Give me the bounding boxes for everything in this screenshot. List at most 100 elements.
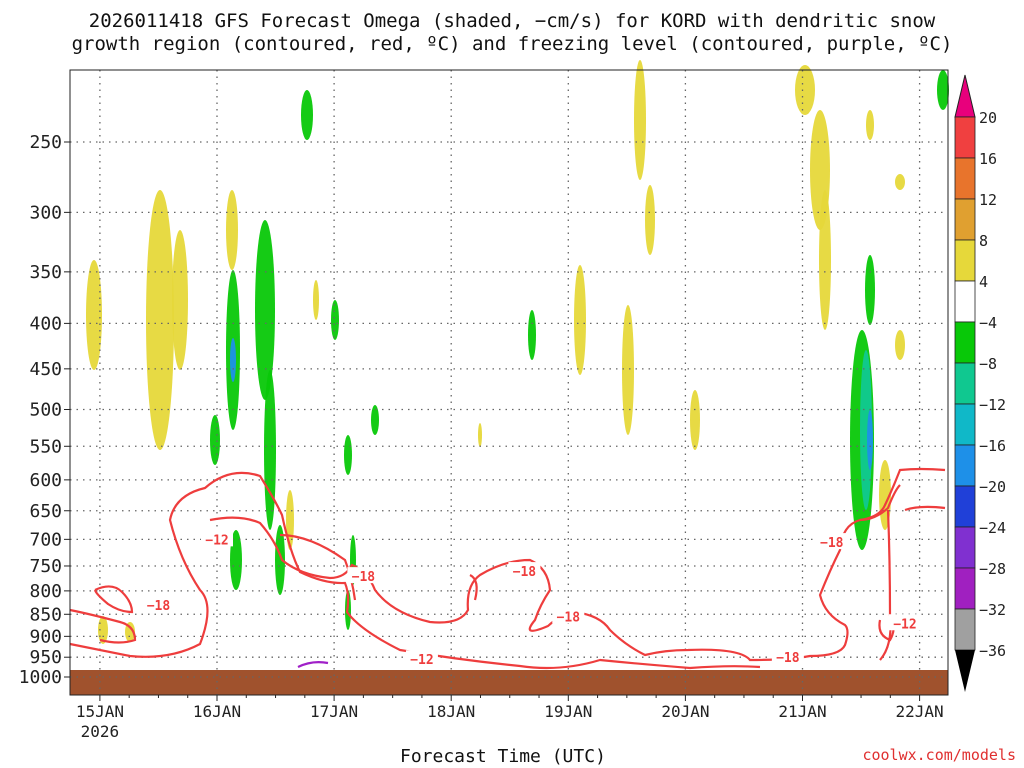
dendritic-growth-contour [469,574,478,601]
x-tick-label: 22JAN [896,702,944,721]
dendritic-growth-contour [859,484,946,661]
omega-shade-region [478,423,482,447]
colorbar-label: −8 [979,355,997,373]
omega-shade-region [301,90,313,140]
omega-shade-region [622,305,634,435]
y-tick-label: 1000 [19,667,62,688]
omega-shade-region [331,300,339,340]
colorbar-swatch [954,608,976,651]
omega-shade-region [255,220,275,400]
colorbar-swatch [954,444,976,487]
x-tick-label: 19JAN [544,702,592,721]
colorbar-top-arrow [954,74,976,118]
colorbar-label: −32 [979,601,1006,619]
omega-shade-region [860,350,872,510]
omega-shade-region [895,174,905,190]
omega-shade-region [275,525,285,595]
omega-shade-region [645,185,655,255]
y-tick-label: 450 [29,359,62,380]
omega-shade-region [574,265,586,375]
ground-surface [70,670,948,695]
x-tick-label: 18JAN [427,702,475,721]
colorbar-swatch [954,239,976,282]
colorbar-swatch [954,321,976,364]
freezing-level-contour [297,661,329,668]
contour-label: −12 [205,533,228,548]
y-tick-label: 900 [29,626,62,647]
omega-shade-region [937,70,949,110]
omega-shade-region [895,330,905,360]
dendritic-growth-contour [209,467,946,662]
dendritic-growth-contour [69,471,761,670]
contour-label-bg [201,530,233,547]
chart-title: 2026011418 GFS Forecast Omega (shaded, −… [88,10,936,32]
y-tick-label: 600 [29,470,62,491]
omega-shade-region [528,310,536,360]
omega-shade-region [286,490,294,550]
omega-shade-region [230,338,236,382]
omega-shade-region [146,190,174,450]
contour-label: −18 [557,611,581,626]
colorbar-label: −16 [979,437,1006,455]
colorbar-label: 12 [979,191,997,209]
y-tick-label: 400 [29,313,62,334]
colorbar-swatch [954,485,976,528]
y-tick-label: 250 [29,132,62,153]
colorbar-swatch [954,157,976,200]
colorbar-swatch [954,526,976,569]
omega-shade-region [819,190,831,330]
colorbar-label: 20 [979,109,997,127]
omega-shade-region [210,415,220,465]
x-axis-label: Forecast Time (UTC) [400,746,606,767]
colorbar-swatch [954,567,976,610]
x-tick-label: 21JAN [778,702,826,721]
contour-label-bg [405,650,438,667]
colorbar-swatch [954,198,976,241]
x-year-label: 2026 [81,722,120,741]
dendritic-growth-contour [93,585,134,614]
contour-label: −18 [513,565,537,580]
x-tick-label: 15JAN [76,702,124,721]
colorbar-swatch [954,362,976,405]
colorbar-label: −28 [979,560,1006,578]
contour-label: −18 [147,599,171,614]
contour-label: −18 [820,536,844,551]
credit-link[interactable]: coolwx.com/models [862,746,1016,764]
dendritic-growth-contour [69,608,137,644]
contour-label: −12 [410,653,433,668]
colorbar-swatch [954,403,976,446]
x-tick-label: 16JAN [193,702,241,721]
omega-shade-region [344,435,352,475]
colorbar-label: −12 [979,396,1006,414]
contour-label-bg [888,614,921,631]
omega-shade-region [371,405,379,435]
colorbar-label: 4 [979,273,988,291]
colorbar-swatch [954,116,976,159]
omega-shade-region [795,65,815,115]
y-tick-label: 950 [29,647,62,668]
colorbar-bottom-arrow [955,650,975,692]
y-tick-label: 550 [29,436,62,457]
y-tick-label: 800 [29,581,62,602]
omega-shade-region [172,230,188,370]
contour-label: −18 [352,570,376,585]
omega-shade-region [125,622,135,642]
colorbar-label: −24 [979,519,1006,537]
contour-label-bg [815,533,848,550]
colorbar-label: 16 [979,150,997,168]
contour-label: −12 [893,617,916,632]
y-tick-label: 850 [29,604,62,625]
contour-label-bg [142,596,175,613]
contour-label-bg [347,567,380,584]
y-tick-label: 750 [29,556,62,577]
contour-label-bg [771,648,804,665]
y-tick-label: 300 [29,202,62,223]
colorbar-label: −20 [979,478,1006,496]
omega-shade-region [226,190,238,270]
omega-shade-region [634,60,646,180]
omega-shade-region [86,260,102,370]
x-tick-label: 17JAN [310,702,358,721]
dendritic-growth-contour [279,533,357,601]
